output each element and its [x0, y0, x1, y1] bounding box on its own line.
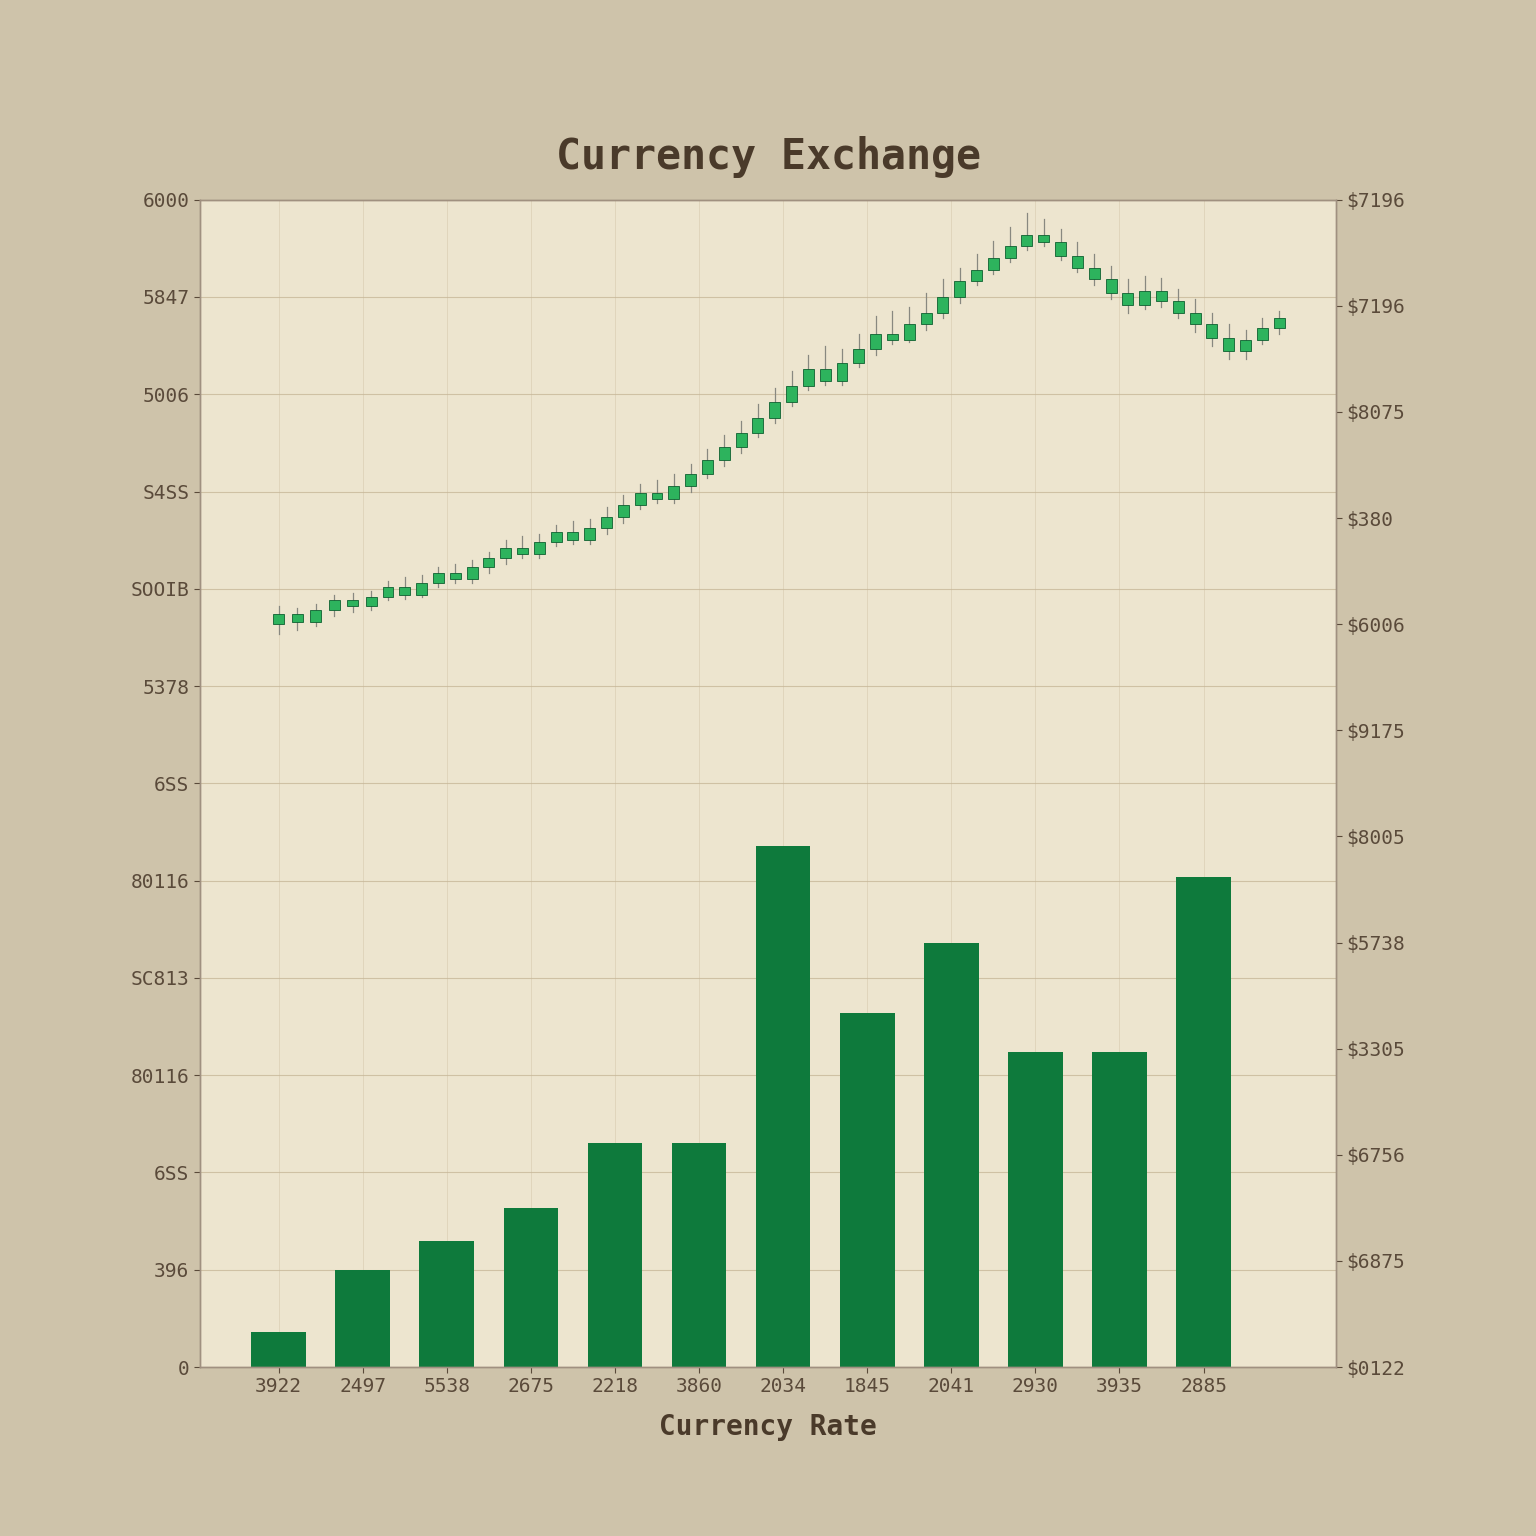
- Bar: [702, 461, 713, 475]
- Bar: [1177, 877, 1230, 1367]
- Bar: [1005, 246, 1015, 258]
- Bar: [786, 387, 797, 402]
- Bar: [1256, 329, 1267, 339]
- Bar: [601, 516, 611, 528]
- Bar: [588, 1143, 642, 1367]
- Bar: [820, 369, 831, 381]
- Bar: [1206, 324, 1218, 338]
- Bar: [329, 601, 339, 610]
- Bar: [1089, 267, 1100, 280]
- Bar: [1008, 1052, 1063, 1367]
- Bar: [535, 542, 545, 554]
- Bar: [252, 1332, 306, 1367]
- Bar: [617, 505, 628, 516]
- Bar: [1092, 1052, 1147, 1367]
- Bar: [1021, 235, 1032, 246]
- Bar: [634, 493, 645, 505]
- Bar: [837, 362, 848, 381]
- Bar: [467, 567, 478, 579]
- Bar: [382, 587, 393, 596]
- Bar: [551, 533, 562, 542]
- Bar: [273, 614, 284, 624]
- Bar: [954, 281, 965, 296]
- Bar: [685, 475, 696, 485]
- Bar: [937, 296, 948, 312]
- Bar: [871, 333, 882, 350]
- Bar: [292, 614, 303, 622]
- Bar: [854, 350, 865, 362]
- Bar: [335, 1270, 390, 1367]
- Bar: [671, 1143, 727, 1367]
- Bar: [1174, 301, 1184, 312]
- Bar: [925, 943, 978, 1367]
- Bar: [518, 548, 528, 554]
- Bar: [399, 587, 410, 594]
- Bar: [1072, 257, 1083, 267]
- Bar: [567, 533, 579, 541]
- Bar: [651, 493, 662, 499]
- Bar: [719, 447, 730, 461]
- Bar: [1106, 280, 1117, 293]
- Bar: [1123, 293, 1134, 304]
- Bar: [736, 433, 746, 447]
- Bar: [501, 548, 511, 558]
- Bar: [756, 846, 811, 1367]
- Bar: [504, 1207, 558, 1367]
- Bar: [903, 324, 915, 339]
- Bar: [584, 528, 596, 541]
- Bar: [1157, 292, 1167, 301]
- Bar: [920, 312, 931, 324]
- Bar: [803, 369, 814, 387]
- Title: Currency Exchange: Currency Exchange: [556, 137, 980, 178]
- Bar: [753, 418, 763, 433]
- Bar: [886, 333, 899, 339]
- Bar: [419, 1241, 475, 1367]
- Bar: [1240, 339, 1250, 352]
- Bar: [988, 258, 998, 270]
- X-axis label: Currency Rate: Currency Rate: [659, 1413, 877, 1441]
- Bar: [366, 596, 376, 607]
- Bar: [668, 485, 679, 499]
- Bar: [770, 402, 780, 418]
- Bar: [1223, 338, 1235, 352]
- Bar: [450, 573, 461, 579]
- Bar: [484, 558, 495, 567]
- Bar: [433, 573, 444, 584]
- Bar: [971, 270, 982, 281]
- Bar: [347, 601, 358, 607]
- Bar: [1190, 312, 1201, 324]
- Bar: [416, 584, 427, 594]
- Bar: [1273, 318, 1284, 329]
- Bar: [1038, 235, 1049, 243]
- Bar: [840, 1012, 894, 1367]
- Bar: [1140, 292, 1150, 304]
- Bar: [310, 610, 321, 622]
- Bar: [1055, 243, 1066, 257]
